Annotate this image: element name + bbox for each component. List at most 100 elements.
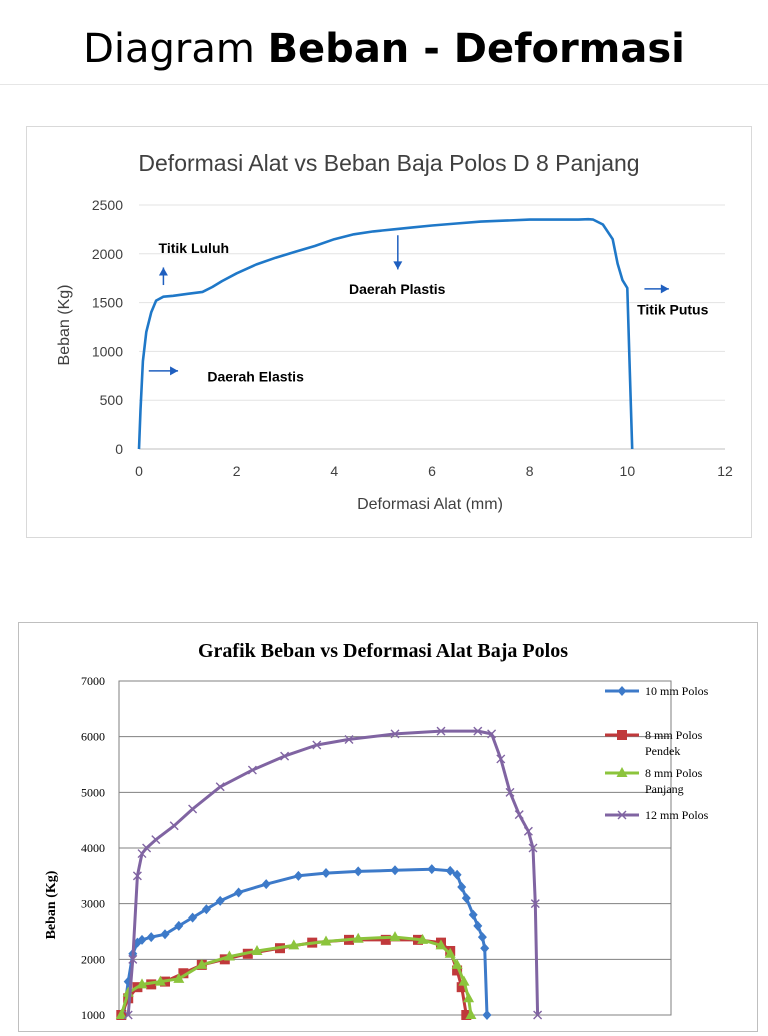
chart-2-series-line (119, 938, 468, 1016)
chart-1-xtick-label: 10 (620, 463, 636, 479)
chart-1: Deformasi Alat vs Beban Baja Polos D 8 P… (56, 150, 733, 513)
chart-1-ytick-label: 1000 (92, 343, 123, 359)
chart-2-point (482, 1010, 492, 1020)
chart-2-point (390, 729, 400, 739)
chart-2-point (417, 933, 429, 944)
chart-2-point (215, 782, 225, 792)
chart-2-point (132, 937, 142, 948)
chart-2-point (115, 1009, 127, 1019)
chart-2-point (461, 1010, 472, 1020)
chart-1-annotation: Daerah Plastis (349, 281, 446, 297)
chart-2-point (123, 1010, 133, 1020)
chart-2-ytick-label: 6000 (81, 730, 105, 744)
chart-2-ytick-label: 7000 (81, 674, 105, 688)
chart-2-point (617, 686, 627, 696)
chart-2-point (389, 931, 401, 942)
chart-2-point (458, 975, 470, 986)
chart-1-title: Deformasi Alat vs Beban Baja Polos D 8 P… (138, 150, 639, 176)
chart-2-point (427, 864, 437, 875)
chart-1-xlabel: Deformasi Alat (mm) (357, 496, 503, 513)
chart-2-point (188, 912, 198, 923)
chart-2-point (136, 978, 148, 989)
chart-2-point (293, 870, 303, 881)
title-divider (0, 84, 768, 85)
chart-2-point (352, 932, 364, 943)
chart-2-point (288, 939, 300, 950)
chart-2-point (617, 730, 627, 740)
annotation-arrow-icon (393, 235, 403, 270)
legend-item: 10 mm Polos (605, 684, 709, 698)
chart-1-annotation: Daerah Elastis (207, 369, 304, 385)
chart-2-point (514, 810, 524, 820)
chart-2-point (261, 879, 271, 890)
chart-1-annotation: Titik Luluh (159, 240, 230, 256)
chart-2-point (169, 821, 179, 831)
chart-2-point (452, 869, 462, 880)
chart-2-point (473, 726, 483, 736)
chart-2-point (445, 865, 455, 876)
chart-2-point (151, 835, 161, 845)
chart-2-ytick-label: 2000 (81, 952, 105, 966)
slide-title: Diagram Beban - Deformasi (0, 26, 768, 72)
slide-title-regular: Diagram (83, 26, 268, 72)
legend-label: 12 mm Polos (645, 808, 709, 822)
chart-2-ytick-label: 4000 (81, 841, 105, 855)
chart-2-point (353, 866, 363, 877)
chart-2-point (320, 935, 332, 946)
chart-1-ylabel: Beban (Kg) (56, 285, 73, 366)
chart-2-point (380, 934, 391, 945)
chart-2-ylabel: Beban (Kg) (44, 870, 59, 939)
chart-2-point (451, 958, 463, 969)
chart-2-point (132, 871, 142, 881)
chart-1-series-line (137, 217, 634, 450)
chart-2-point (321, 868, 331, 879)
legend-label: 8 mm Polos Pendek (645, 728, 703, 758)
chart-2-ytick-label: 5000 (81, 785, 105, 799)
chart-1-ytick-label: 1500 (92, 295, 123, 311)
annotation-arrow-icon (644, 284, 669, 294)
chart-2-point (463, 992, 475, 1003)
chart-1-ytick-label: 2000 (92, 246, 123, 262)
chart-2-point (154, 975, 166, 986)
chart-2-point (456, 982, 467, 993)
chart-2-point (344, 734, 354, 744)
chart-2-point (137, 934, 147, 945)
chart-2-point (390, 865, 400, 876)
chart-2-point (280, 751, 290, 761)
legend-label: 10 mm Polos (645, 684, 709, 698)
chart-1-ytick-label: 0 (115, 441, 123, 457)
legend-label: 8 mm Polos Panjang (645, 766, 703, 796)
chart-2-point (174, 920, 184, 931)
chart-2-point (530, 899, 540, 909)
chart-2-point (435, 939, 447, 950)
chart-2-point (480, 943, 490, 954)
chart-2-ytick-label: 3000 (81, 897, 105, 911)
chart-2-ytick-label: 1000 (81, 1008, 105, 1022)
chart-2-frame: Grafik Beban vs Deformasi Alat Baja Polo… (18, 622, 758, 1032)
chart-1-ytick-label: 500 (100, 392, 124, 408)
chart-2-series (119, 864, 492, 1020)
chart-2-point (247, 765, 257, 775)
chart-2-point (223, 950, 235, 961)
chart-2-point (128, 954, 138, 964)
chart-1-annotation: Titik Putus (637, 301, 709, 317)
chart-2: Grafik Beban vs Deformasi Alat Baja Polo… (44, 640, 709, 1022)
chart-2-point (505, 787, 515, 797)
chart-2-point (465, 1009, 477, 1019)
slide-title-bold: Beban - Deformasi (267, 26, 685, 72)
chart-2-point (523, 826, 533, 836)
chart-2-point (146, 932, 156, 943)
chart-2-point (234, 887, 244, 898)
legend-item: 12 mm Polos (605, 808, 709, 822)
chart-2-point (452, 965, 463, 976)
chart-2-title: Grafik Beban vs Deformasi Alat Baja Polo… (198, 640, 568, 662)
chart-2-point (473, 920, 483, 931)
chart-2-point (477, 932, 487, 943)
chart-1-xtick-label: 12 (717, 463, 733, 479)
chart-2-series (123, 726, 543, 1020)
annotation-arrow-icon (158, 267, 168, 286)
chart-2-point (444, 947, 456, 958)
chart-1-xtick-label: 0 (135, 463, 143, 479)
chart-2-point (251, 944, 263, 955)
chart-2-point (196, 958, 208, 969)
